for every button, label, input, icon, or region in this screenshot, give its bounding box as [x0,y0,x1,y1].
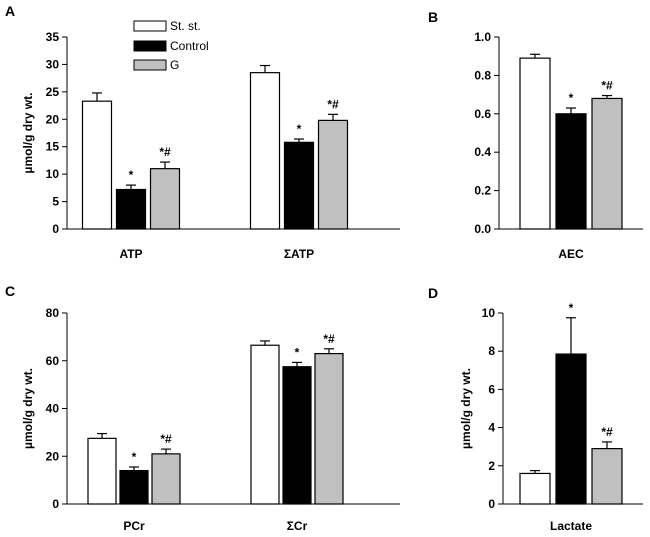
bar-a-control [115,188,147,230]
y-tick-label-b: 0.4 [474,145,491,159]
legend-swatch-g [133,59,167,71]
panel-d: D 0 2 4 6 8 10 µmol/g dry wt. * *# Lactate [428,285,643,533]
category-label-a: ATP [119,247,142,261]
y-tick-label-a: 5 [52,195,59,209]
category-label-b: AEC [558,247,584,261]
bar-c-g [151,453,181,505]
sig-marker-c-g: *# [323,332,335,346]
panel-letter-c: C [5,283,15,299]
y-tick-label-d: 10 [482,306,496,320]
y-tick-label-c: 80 [46,306,60,320]
bar-a-st-st [81,100,113,230]
legend-swatch-st-st [133,20,167,32]
bar-d-control [555,353,587,505]
sig-marker-d-g: *# [601,425,613,439]
bar-b-control [555,113,587,230]
y-tick-label-d: 2 [488,459,495,473]
y-tick-label-d: 0 [488,497,495,511]
bar-c-control [282,366,312,505]
y-tick-label-b: 0.6 [474,107,491,121]
y-tick-label-a: 15 [46,140,60,154]
sig-marker-b-control: * [569,91,574,105]
bar-c-g [314,352,344,505]
bar-a-g [317,119,349,230]
bar-b-st-st [519,57,551,230]
bar-b-g [591,97,623,230]
y-tick-label-c: 20 [46,449,60,463]
y-axis-label-d: µmol/g dry wt. [459,368,473,449]
y-tick-label-a: 30 [46,57,60,71]
bar-c-control [119,469,149,505]
y-tick-label-d: 6 [488,382,495,396]
sig-marker-a-control: * [129,168,134,182]
panel-letter-d: D [428,285,438,301]
sig-marker-b-g: *# [601,79,613,93]
y-tick-label-c: 0 [52,497,59,511]
bar-a-st-st [249,72,281,230]
y-tick-label-a: 10 [46,167,60,181]
panel-c: C 0 20 40 60 80 µmol/g dry wt. * *# PCr * *# ΣCr [5,283,400,533]
y-tick-label-a: 0 [52,222,59,236]
y-tick-label-a: 20 [46,112,60,126]
sig-marker-a-control: * [297,122,302,136]
bar-d-st-st [519,472,551,505]
category-label-a: ΣATP [284,247,314,261]
y-axis-label-c: µmol/g dry wt. [21,368,35,449]
y-tick-label-b: 0.8 [474,68,491,82]
panel-letter-b: B [428,9,438,25]
panel-letter-a: A [5,3,15,19]
sig-marker-a-g: *# [159,145,171,159]
bar-c-st-st [250,344,280,505]
y-tick-label-b: 1.0 [474,30,491,44]
y-tick-label-d: 8 [488,344,495,358]
legend-swatch-control [133,40,167,52]
legend-label-control: Control [170,39,209,53]
y-axis-label-a: µmol/g dry wt. [21,93,35,174]
legend: St. st. Control G [133,19,209,72]
y-tick-label-d: 4 [488,421,495,435]
panel-b: B 0.0 0.2 0.4 0.6 0.8 1.0 * *# AEC [428,9,643,261]
bar-c-st-st [87,437,117,505]
panel-a: A 0 5 10 15 20 25 30 35 µmol/g dry wt. * *# ATP * *# ΣA… [5,3,400,261]
sig-marker-c-g: *# [160,432,172,446]
legend-label-st-st: St. st. [170,19,201,33]
y-tick-label-b: 0.0 [474,222,491,236]
legend-label-g: G [170,58,179,72]
sig-marker-d-control: * [569,301,574,315]
bar-a-g [149,168,181,230]
bar-d-g [591,448,623,505]
category-label-c: ΣCr [287,519,308,533]
y-tick-label-a: 25 [46,85,60,99]
sig-marker-a-g: *# [327,97,339,111]
sig-marker-c-control: * [295,345,300,359]
y-tick-label-c: 60 [46,354,60,368]
sig-marker-c-control: * [132,450,137,464]
category-label-d: Lactate [550,519,592,533]
y-tick-label-b: 0.2 [474,184,491,198]
bar-a-control [283,141,315,230]
category-label-c: PCr [123,519,145,533]
y-tick-label-c: 40 [46,402,60,416]
y-tick-label-a: 35 [46,30,60,44]
